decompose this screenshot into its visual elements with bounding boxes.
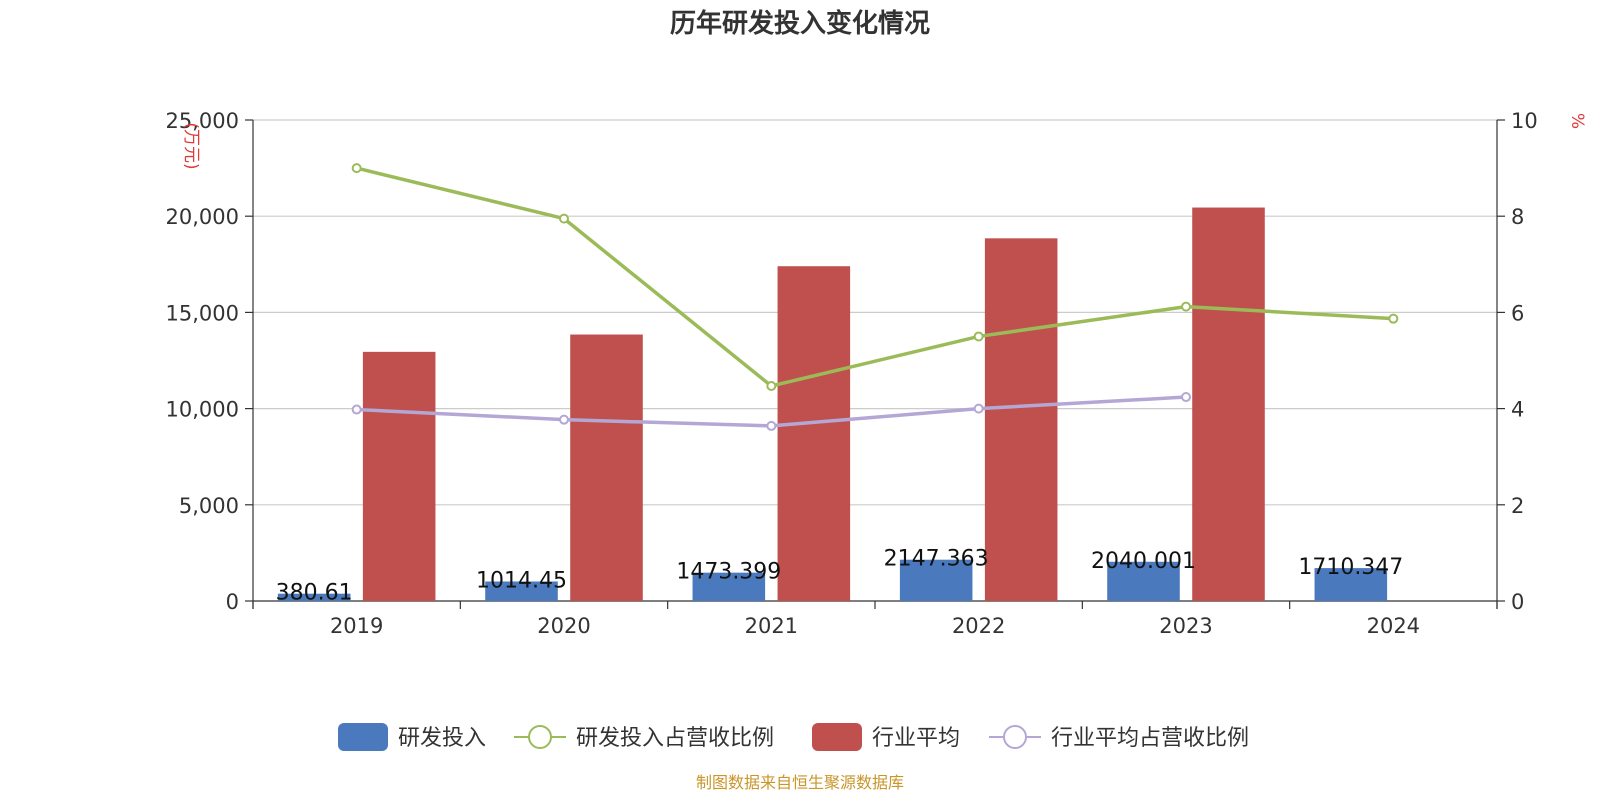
y-right-tick-label: 2 <box>1511 494 1524 518</box>
y-left-tick-label: 20,000 <box>166 205 239 229</box>
line-series-1 <box>356 166 1394 388</box>
line-point <box>559 414 569 425</box>
bar-rd <box>1314 568 1388 601</box>
legend-swatch <box>338 723 388 751</box>
bar-rd <box>485 581 558 601</box>
y-right-tick-label: 4 <box>1511 398 1524 422</box>
bar-rd <box>1107 561 1180 601</box>
bar-rd <box>692 572 766 601</box>
bar-industry <box>362 351 436 601</box>
data-labels: 380.61 1014.45 1473.399 2147.363 2040.001 171… <box>276 547 1404 606</box>
y-left-tick-label: 0 <box>226 590 239 614</box>
y-left-tick-label: 15,000 <box>166 301 239 325</box>
bar-data-label: 1014.45 <box>476 568 567 593</box>
bar-industry <box>984 238 1058 602</box>
legend-label: 研发投入 <box>398 726 486 751</box>
y-left-tick-label: 25,000 <box>166 109 239 133</box>
bar-industry <box>570 334 643 601</box>
bar-data-label: 2040.001 <box>1091 549 1196 574</box>
legend-swatch <box>812 723 862 751</box>
y-right-tick-label: 8 <box>1511 205 1524 229</box>
x-tick-label: 2019 <box>330 614 383 638</box>
line-point <box>766 420 777 431</box>
line-point <box>351 163 362 174</box>
legend-marker <box>528 725 552 749</box>
lines <box>351 163 1399 431</box>
x-tick-label: 2021 <box>745 614 798 638</box>
source-note: 制图数据来自恒生聚源数据库 <box>696 773 904 792</box>
x-tick-label: 2023 <box>1159 614 1212 638</box>
y-right-tick-label: 10 <box>1511 109 1538 133</box>
bar-data-label: 1710.347 <box>1298 555 1403 580</box>
line-point <box>1181 392 1191 403</box>
line-point <box>973 331 984 342</box>
x-tick-label: 2022 <box>952 614 1005 638</box>
bar-rd <box>277 593 351 601</box>
bar-data-label: 2147.363 <box>884 547 989 572</box>
y-left-tick-label: 10,000 <box>166 398 239 422</box>
chart-title: 历年研发投入变化情况 <box>670 8 930 39</box>
axes: 0 5,000 10,000 15,000 20,000 25,000 0 2 4 6 8 10 201… <box>166 109 1538 638</box>
legend: 研发投入 研发投入占营收比例 行业平均 行业平均占营收比例 <box>338 723 1249 751</box>
y-right-tick-label: 6 <box>1511 301 1524 325</box>
line-point <box>1181 301 1191 312</box>
bar-data-label: 380.61 <box>276 581 353 606</box>
y-right-unit: % <box>1567 113 1587 129</box>
bar-data-label: 1473.399 <box>676 560 781 585</box>
line-point <box>973 403 984 414</box>
y-left-tick-label: 5,000 <box>179 494 239 518</box>
x-tick-label: 2024 <box>1367 614 1420 638</box>
x-tick-label: 2020 <box>537 614 590 638</box>
y-right-tick-label: 0 <box>1511 590 1524 614</box>
bars <box>277 207 1388 602</box>
line-point <box>559 213 569 224</box>
bar-industry <box>777 266 851 601</box>
legend-label: 行业平均占营收比例 <box>1051 726 1249 751</box>
line-point <box>766 380 777 391</box>
legend-label: 行业平均 <box>872 726 960 751</box>
bar-industry <box>1192 207 1265 602</box>
bar-rd <box>899 559 973 601</box>
line-point <box>1388 313 1399 324</box>
legend-marker <box>1003 725 1027 749</box>
legend-label: 研发投入占营收比例 <box>576 726 774 751</box>
grid <box>253 119 1497 506</box>
line-point <box>351 404 362 415</box>
y-left-unit: (万元) <box>181 122 201 169</box>
